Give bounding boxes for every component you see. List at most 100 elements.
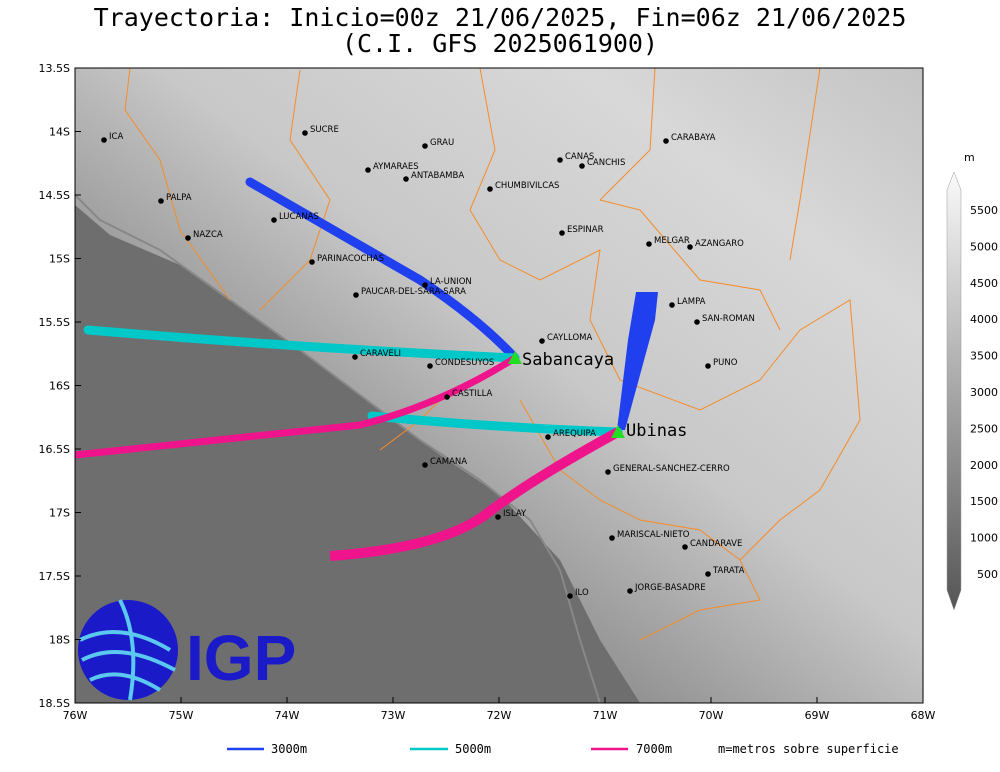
city-dot: [158, 198, 164, 204]
city-dot: [427, 363, 433, 369]
city-dot: [705, 363, 711, 369]
title-line-1: Trayectoria: Inicio=00z 21/06/2025, Fin=…: [94, 3, 907, 32]
colorbar-unit: m: [964, 151, 975, 164]
city-dot: [559, 230, 565, 236]
lat-label: 13.5S: [39, 62, 70, 75]
city-label: JORGE-BASADRE: [634, 583, 706, 593]
city-label: GRAU: [430, 138, 454, 148]
city-label: ICA: [109, 132, 123, 142]
city-dot: [567, 593, 573, 599]
city-dot: [687, 244, 693, 250]
city-label: AZANGARO: [695, 239, 744, 249]
city-label: GENERAL-SANCHEZ-CERRO: [613, 464, 730, 474]
city-label: PALPA: [166, 193, 192, 203]
logo-text: IGP: [186, 622, 296, 694]
lon-label: 74W: [275, 709, 300, 722]
colorbar-label: 3000: [970, 386, 998, 399]
city-label: CASTILLA: [452, 389, 493, 399]
city-label: AREQUIPA: [553, 429, 596, 439]
lon-label: 71W: [593, 709, 618, 722]
city-dot: [669, 302, 675, 308]
colorbar-label: 500: [977, 568, 998, 581]
volcano-label: Ubinas: [626, 421, 687, 441]
city-label: NAZCA: [193, 230, 223, 240]
city-dot: [101, 137, 107, 143]
colorbar-label: 3500: [970, 350, 998, 363]
lon-label: 68W: [911, 709, 936, 722]
trajectory-7000m-sabancaya: [74, 355, 517, 459]
colorbar-label: 5000: [970, 240, 998, 253]
city-label: PAUCAR-DEL-SARA-SARA: [361, 287, 466, 297]
trajectory-3000m-ubinas: [617, 292, 658, 430]
lat-label: 14S: [49, 126, 70, 139]
city-label: CHUMBIVILCAS: [495, 181, 559, 191]
city-dot: [646, 241, 652, 247]
borders: [124, 67, 861, 641]
city-dot: [682, 544, 688, 550]
colorbar-label: 1000: [970, 532, 998, 545]
colorbar-bar: [946, 171, 962, 611]
volcano-label: Sabancaya: [522, 350, 614, 370]
city-dot: [579, 163, 585, 169]
city-label: AYMARAES: [373, 162, 419, 172]
city-label: PUNO: [713, 358, 738, 368]
axes: 13.5S 14S 14.5S 15S 15.5S 16S 16.5S 17S 17.5S 18S…: [39, 62, 936, 722]
city-label: LAMPA: [677, 297, 706, 307]
volcano-marker: [611, 425, 625, 438]
logo-lines: [79, 599, 176, 701]
legend-label: 7000m: [636, 742, 672, 756]
city-dot: [271, 217, 277, 223]
city-dot: [605, 469, 611, 475]
colorbar-label: 5500: [970, 204, 998, 217]
city-label: MELGAR: [654, 236, 690, 246]
city-label: ESPINAR: [567, 225, 604, 235]
lat-label: 15S: [49, 253, 70, 266]
lat-label: 18.5S: [39, 697, 70, 710]
city-label: CANDARAVE: [690, 539, 742, 549]
city-label: CONDESUYOS: [435, 358, 494, 368]
city-dot: [185, 235, 191, 241]
city-label: TARATA: [712, 566, 745, 576]
city-dot: [353, 292, 359, 298]
city-dot: [422, 462, 428, 468]
city-label: SUCRE: [310, 125, 339, 135]
lat-label: 14.5S: [39, 189, 70, 202]
city-dot: [352, 354, 358, 360]
lon-label: 72W: [487, 709, 512, 722]
city-label: CAMANA: [430, 457, 467, 467]
trajectory-3000m-sabancaya: [245, 177, 520, 363]
volcano-marker: [508, 351, 522, 364]
lat-label: 17.5S: [39, 570, 70, 583]
colorbar-label: 4000: [970, 313, 998, 326]
legend: 3000m 5000m 7000m m=metros sobre superfi…: [227, 742, 899, 756]
city-dot: [444, 394, 450, 400]
city-dot: [557, 157, 563, 163]
colorbar-label: 1500: [970, 495, 998, 508]
city-dot: [705, 571, 711, 577]
city-label: ILO: [575, 588, 589, 598]
lon-label: 69W: [805, 709, 830, 722]
lat-label: 15.5S: [39, 316, 70, 329]
coastal-lowland: [75, 205, 640, 703]
city-dot: [302, 130, 308, 136]
lat-label: 18S: [49, 634, 70, 647]
trajectory-5000m-sabancaya: [83, 325, 520, 363]
lon-label: 70W: [699, 709, 724, 722]
city-dot: [422, 143, 428, 149]
city-dot: [487, 186, 493, 192]
city-dot: [422, 282, 428, 288]
colorbar: m 5500 5000 4500 4000 3500 3000 2500 2000 1500 10…: [946, 151, 998, 611]
logo: IGP: [78, 599, 296, 701]
legend-label: 3000m: [271, 742, 307, 756]
city-dot: [627, 588, 633, 594]
lon-label: 73W: [381, 709, 406, 722]
city-label: MARISCAL-NIETO: [617, 530, 690, 540]
city-dot: [403, 176, 409, 182]
lat-label: 17S: [49, 507, 70, 520]
colorbar-label: 2000: [970, 459, 998, 472]
city-label: CARAVELI: [360, 349, 401, 359]
city-dot: [663, 138, 669, 144]
lat-label: 16S: [49, 380, 70, 393]
